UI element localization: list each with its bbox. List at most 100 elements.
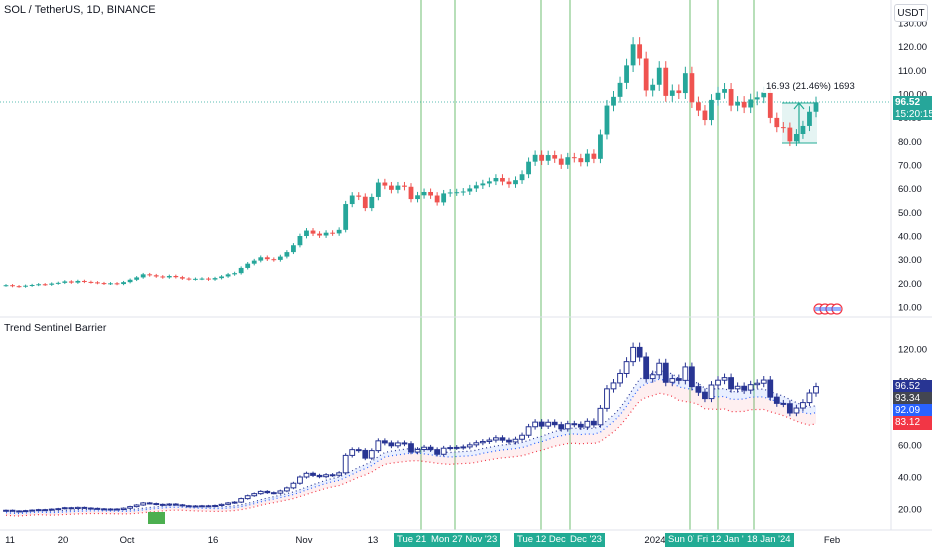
indicator-candle-body — [29, 509, 36, 512]
indicator-candle-body — [127, 506, 134, 509]
candle-body — [506, 181, 512, 185]
time-axis[interactable]: 11 20 Oct 16 Nov 13 2024 Feb — [5, 535, 840, 546]
indicator-candle-body — [381, 440, 388, 444]
last-price-label: 96.52 15:20:15 — [893, 96, 932, 120]
indicator-candle-body — [453, 446, 460, 449]
event-date-badge[interactable]: Tue 21 N — [394, 533, 439, 547]
candle-body — [741, 101, 747, 108]
indicator-candle-body — [68, 507, 75, 510]
candle-body — [88, 281, 94, 283]
indicator-candle-body — [532, 421, 539, 428]
candle-body — [421, 191, 427, 196]
indicator-candle-body — [604, 388, 610, 409]
indicator-candle-body — [107, 508, 114, 511]
event-date-badge[interactable]: 18 Jan '24 — [744, 533, 794, 547]
indicator-candle-body — [479, 440, 486, 444]
candle-body — [722, 89, 727, 93]
indicator-candle-body — [395, 442, 401, 447]
indicator-candle-body — [55, 508, 62, 511]
indicator-candle-body — [669, 378, 676, 383]
indicator-candle-body — [159, 503, 166, 506]
event-date-badge[interactable]: Dec '23 — [567, 533, 605, 547]
candle-body — [356, 195, 362, 197]
candle-body — [807, 111, 812, 126]
indicator-candle-body — [81, 506, 88, 509]
indicator-candle-body — [120, 507, 127, 510]
indicator-candle-body — [460, 446, 467, 449]
event-flags-icon[interactable] — [813, 303, 843, 315]
indicator-candle-body — [728, 377, 734, 390]
indicator-candle-body — [682, 366, 689, 381]
indicator-candle-body — [408, 443, 414, 453]
indicator-candle-body — [545, 421, 552, 427]
event-date-badge[interactable]: Tue 12 Dec '23 — [514, 533, 584, 547]
currency-button[interactable]: USDT — [894, 4, 928, 22]
candle-body — [62, 281, 68, 283]
candle-body — [179, 277, 185, 279]
candle-body — [637, 44, 643, 59]
indicator-candle-body — [9, 509, 16, 512]
time-tick-label: Feb — [824, 535, 840, 546]
indicator-candle-body — [715, 379, 721, 386]
candle-body — [630, 44, 636, 66]
indicator-candle-body — [297, 476, 303, 484]
price-tick-label: 130.00 — [898, 19, 927, 30]
indicator-tick-label: 60.00 — [898, 441, 922, 452]
candle-body — [317, 233, 322, 236]
candle-body — [330, 232, 336, 234]
candle-body — [16, 286, 22, 288]
candle-body — [571, 157, 577, 159]
indicator-candle-body — [401, 442, 408, 445]
indicator-candle-body — [336, 472, 343, 476]
candle-body — [304, 230, 309, 236]
indicator-candle-body — [22, 510, 29, 513]
candle-body — [121, 282, 126, 285]
indicator-candle-body — [721, 377, 728, 381]
indicator-tick-label: 120.00 — [898, 345, 927, 356]
candle-body — [23, 285, 28, 287]
price-tick-label: 50.00 — [898, 208, 922, 219]
event-date-badge[interactable]: Fri 12 Jan '24 — [694, 533, 758, 547]
candle-body — [813, 102, 819, 112]
candle-body — [108, 283, 113, 285]
indicator-candle-body — [205, 505, 212, 508]
price-axis[interactable]: 130.00120.00110.00100.0090.0080.0070.006… — [898, 19, 927, 314]
indicator-candle-body — [512, 438, 519, 443]
indicator-candle-body — [133, 504, 140, 508]
indicator-candle-body — [747, 384, 754, 391]
candle-body — [794, 133, 799, 142]
indicator-value-label: 93.34 — [893, 392, 932, 406]
indicator-candle-body — [212, 504, 218, 507]
indicator-candle-body — [42, 509, 49, 512]
candle-body — [598, 134, 603, 159]
candle-body — [68, 281, 74, 283]
indicator-candle-body — [257, 490, 264, 495]
candle-body — [663, 67, 669, 96]
indicator-candle-body — [688, 366, 695, 388]
candle-body — [36, 284, 42, 286]
candle-body — [545, 155, 551, 161]
indicator-candle-body — [283, 487, 290, 492]
candle-body — [232, 273, 238, 275]
indicator-title[interactable]: Trend Sentinel Barrier — [4, 322, 107, 334]
candle-body — [206, 278, 211, 280]
indicator-candle-body — [806, 392, 813, 404]
symbol-title[interactable]: SOL / TetherUS, 1D, BINANCE — [4, 4, 156, 16]
candle-body — [565, 157, 571, 165]
indicator-candle-body — [662, 362, 669, 383]
indicator-candle-body — [702, 391, 708, 400]
candle-body — [238, 267, 244, 274]
indicator-candle-body — [270, 492, 277, 495]
price-tick-label: 10.00 — [898, 303, 922, 314]
candle-body — [454, 192, 460, 194]
price-tick-label: 60.00 — [898, 184, 922, 195]
candle-body — [460, 191, 466, 193]
event-date-badge[interactable]: Mon 27 Nov '23 — [428, 533, 501, 547]
candle-body — [310, 230, 316, 234]
candle-body — [617, 82, 623, 97]
candle-body — [349, 195, 355, 205]
candle-body — [643, 58, 649, 91]
candle-body — [767, 92, 773, 118]
